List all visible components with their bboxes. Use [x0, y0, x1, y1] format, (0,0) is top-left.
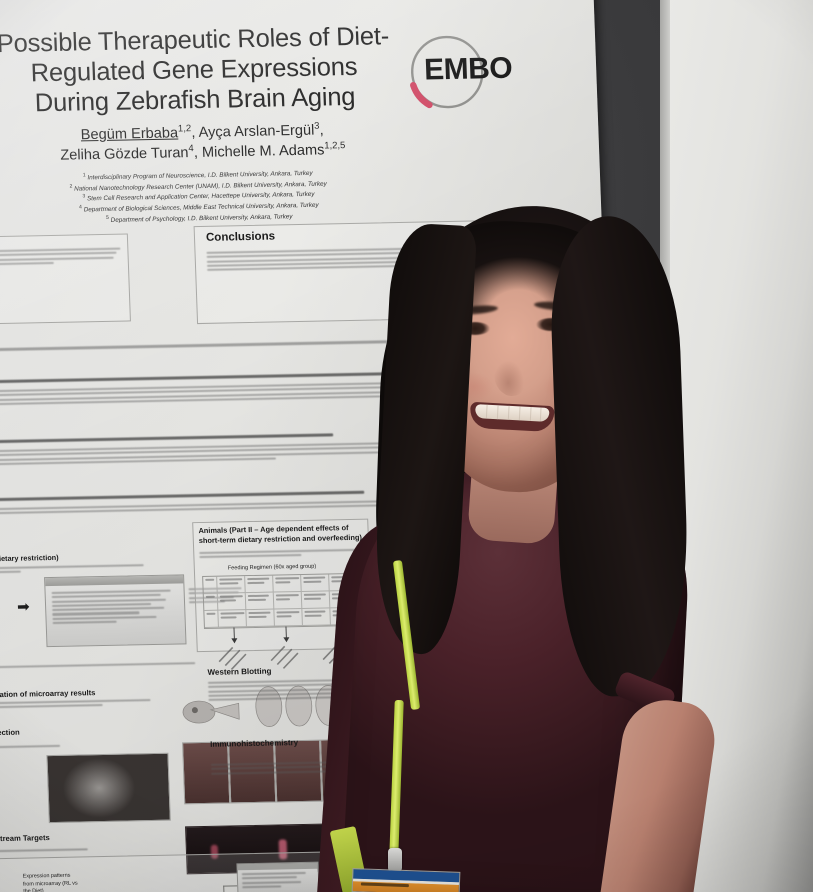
embo-ring-icon: [410, 35, 484, 109]
badge-name-text: [360, 882, 409, 888]
embo-logo: EMBO: [397, 28, 518, 116]
hair-right-side: [547, 213, 693, 699]
lanyard-clip: [388, 848, 402, 872]
teeth: [474, 404, 550, 422]
nose: [494, 352, 530, 396]
conference-badge: [351, 868, 461, 892]
mouth: [469, 401, 555, 433]
